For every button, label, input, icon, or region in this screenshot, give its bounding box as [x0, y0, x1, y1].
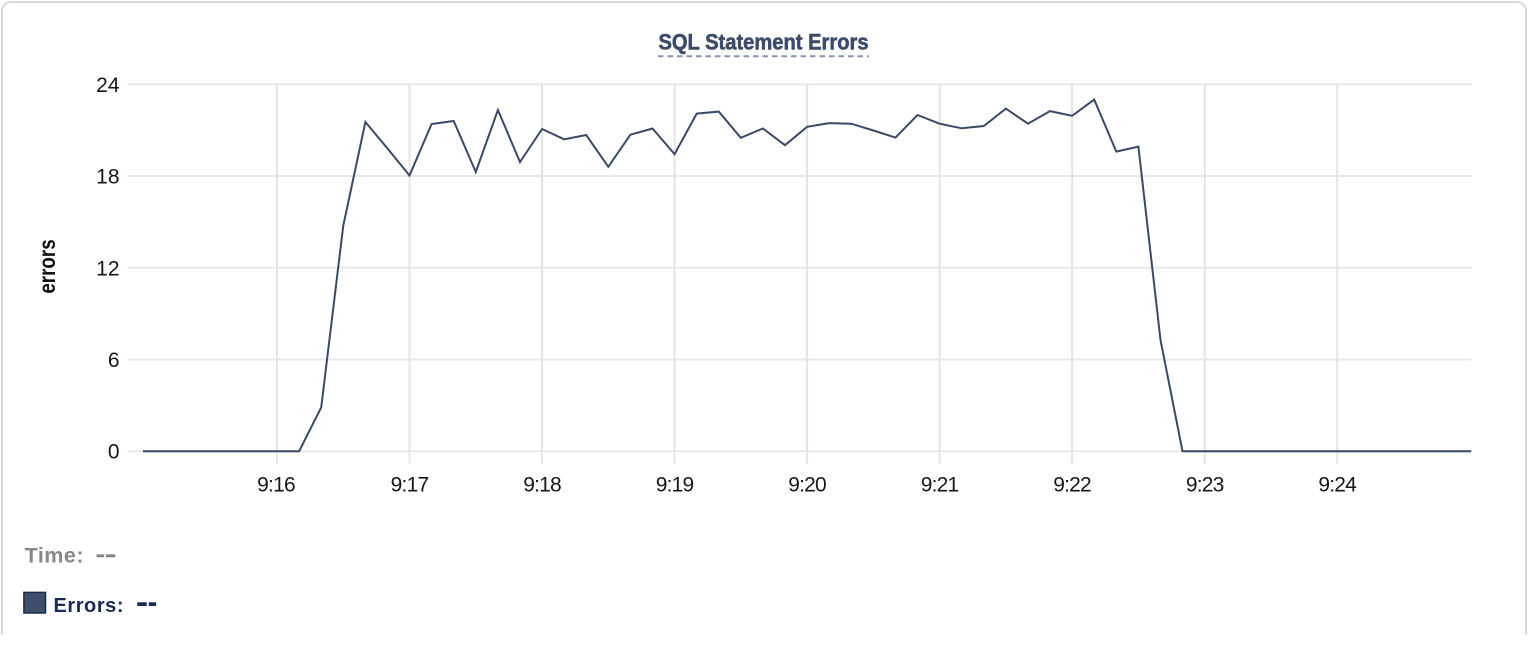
- svg-text:9:24: 9:24: [1318, 473, 1357, 496]
- svg-text:9:21: 9:21: [921, 473, 959, 496]
- svg-text:6: 6: [108, 349, 120, 372]
- svg-text:9:23: 9:23: [1186, 473, 1224, 496]
- svg-text:9:17: 9:17: [391, 473, 429, 496]
- svg-text:9:16: 9:16: [257, 473, 295, 496]
- svg-text:18: 18: [96, 166, 119, 189]
- svg-text:errors: errors: [34, 239, 61, 293]
- svg-text:SQL Statement Errors: SQL Statement Errors: [658, 30, 868, 55]
- svg-text:0: 0: [108, 441, 120, 464]
- svg-text:Time:: Time:: [25, 544, 84, 568]
- svg-text:9:22: 9:22: [1053, 473, 1091, 496]
- svg-text:12: 12: [96, 257, 119, 280]
- svg-text:9:20: 9:20: [788, 473, 826, 496]
- svg-text:Errors:: Errors:: [54, 595, 125, 617]
- svg-text:24: 24: [96, 74, 120, 97]
- svg-text:9:18: 9:18: [523, 473, 561, 496]
- svg-text:9:19: 9:19: [656, 473, 694, 496]
